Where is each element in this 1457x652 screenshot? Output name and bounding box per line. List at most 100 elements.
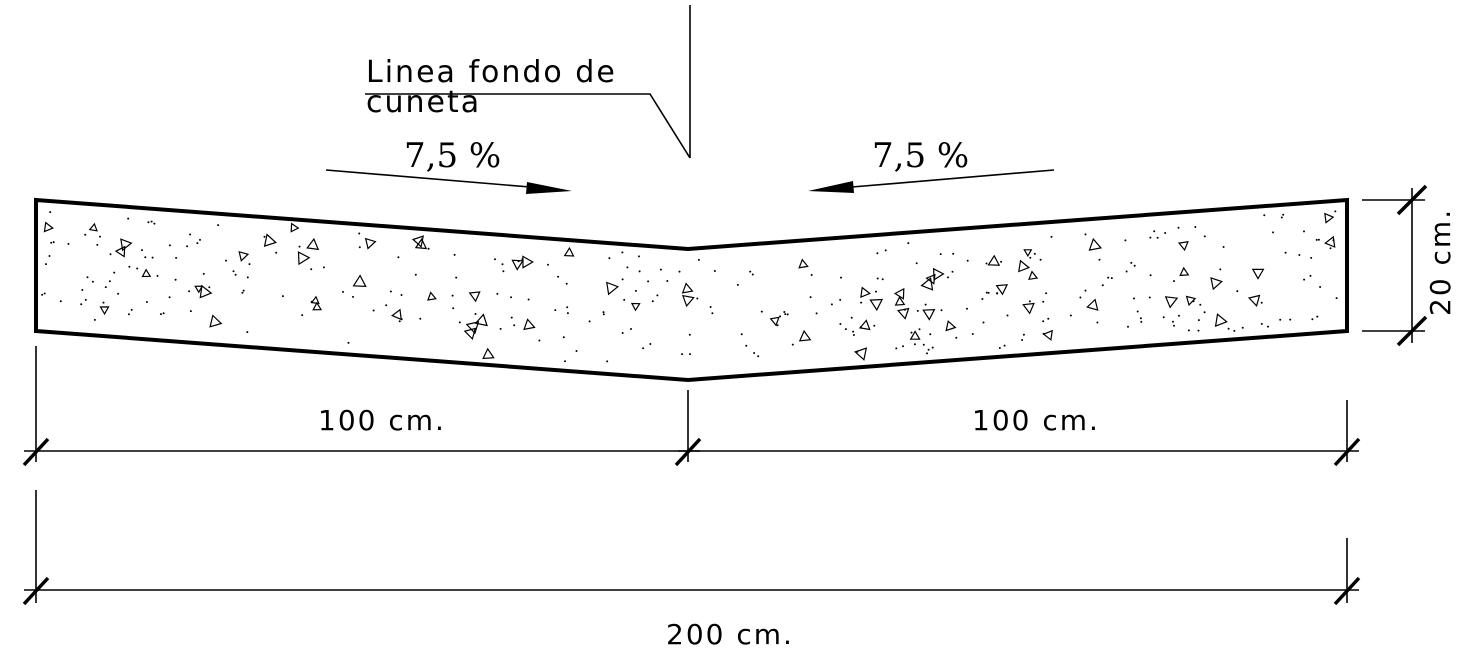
aggregate-dot [263,235,266,238]
aggregate-dot [156,274,159,277]
aggregate-dot [499,327,502,330]
aggregate-dot [127,217,130,220]
aggregate-dot [52,241,55,244]
aggregate-dot [513,324,516,327]
aggregate-dot [565,282,568,285]
aggregate-triangle [1022,302,1035,315]
aggregate-dot [1197,329,1200,332]
aggregate-dot [940,309,943,312]
aggregate-dot [981,298,984,300]
aggregate-dot [876,277,879,280]
aggregate-dot [1000,260,1003,263]
dimension-height-label: 20 cm. [1424,208,1457,316]
aggregate-dot [310,268,313,271]
aggregate-dot [815,312,818,315]
aggregate-dot [1084,233,1087,236]
dimension-left [22,346,702,467]
aggregate-triangle [391,308,402,321]
aggregate-triangle [199,284,213,299]
aggregate-triangle [1023,249,1033,258]
aggregate-dot [400,318,403,321]
aggregate-dot [859,326,862,329]
aggregate-triangle [364,237,377,250]
aggregate-dot [510,316,513,319]
aggregate-triangle [1214,313,1228,328]
aggregate-dot [1130,261,1133,264]
aggregate-triangle [995,284,1009,296]
callout-leader [365,93,691,159]
aggregate-triangle [893,287,905,300]
aggregate-dot [666,280,669,282]
callout-text-line1: Linea fondo de [366,55,617,90]
aggregate-dot [839,298,842,301]
aggregate-dot [59,300,62,303]
aggregate-dot [575,350,578,352]
aggregate-dot [41,293,44,296]
aggregate-triangle [1251,268,1265,280]
aggregate-dot [1045,292,1048,295]
aggregate-dot [1039,258,1042,261]
aggregate-triangle [297,251,311,266]
aggregate-dot [1315,238,1318,241]
aggregate-dot [985,262,988,265]
aggregate-dot [1173,280,1175,283]
aggregate-dot [1124,239,1127,242]
aggregate-dot [947,276,949,279]
aggregate-dot [1329,247,1332,250]
aggregate-dot [852,330,855,333]
aggregate-dot [151,256,154,259]
aggregate-dot [232,270,235,273]
aggregate-dot [926,352,928,355]
aggregate-dot [174,278,177,281]
aggregate-dot [740,333,743,336]
aggregate-dot [86,276,89,279]
aggregate-dot [966,307,968,310]
slope-label-right: 7,5 % [872,136,969,176]
aggregate-dot [626,266,629,269]
aggregate-triangle [1164,296,1179,309]
aggregate-dot [510,296,513,299]
aggregate-dot [127,313,130,316]
aggregate-dot [517,260,520,263]
aggregate-dot [749,270,752,273]
aggregate-triangle [932,267,945,281]
aggregate-dot [1127,325,1129,328]
aggregate-dot [527,298,530,301]
aggregate-dot [884,249,887,252]
concrete-section [34,197,1349,383]
aggregate-triangle [209,314,223,328]
aggregate-dot [538,339,541,342]
aggregate-dot [427,247,430,250]
aggregate-triangle [987,254,1001,266]
aggregate-dot [474,313,477,315]
aggregate-dot [1334,210,1337,213]
aggregate-dot [310,300,313,303]
aggregate-dot [922,343,925,346]
aggregate-dot [850,316,853,319]
aggregate-dot [202,272,205,275]
aggregate-triangle [860,286,871,299]
aggregate-triangle [606,281,620,296]
aggregate-dot [141,249,143,252]
slope-arrow-left [325,169,572,194]
aggregate-triangle [411,235,424,248]
aggregate-dot [1136,310,1139,313]
aggregate-dot [175,256,178,259]
aggregate-dot [1309,274,1312,277]
aggregate-dot [168,296,171,299]
aggregate-dot [810,274,813,276]
aggregate-triangle [681,294,695,308]
aggregate-dot [1098,258,1101,261]
aggregate-dot [996,292,999,295]
aggregate-dot [342,290,344,293]
aggregate-dot [621,251,624,254]
aggregate-dot [1267,325,1269,328]
aggregate-dot [494,258,496,261]
aggregate-triangle [1042,329,1053,341]
aggregate-dot [109,253,112,256]
aggregate-dot [681,353,684,356]
aggregate-dot [1110,277,1113,280]
dimension-height [1362,184,1428,347]
aggregate-dot [606,360,609,363]
